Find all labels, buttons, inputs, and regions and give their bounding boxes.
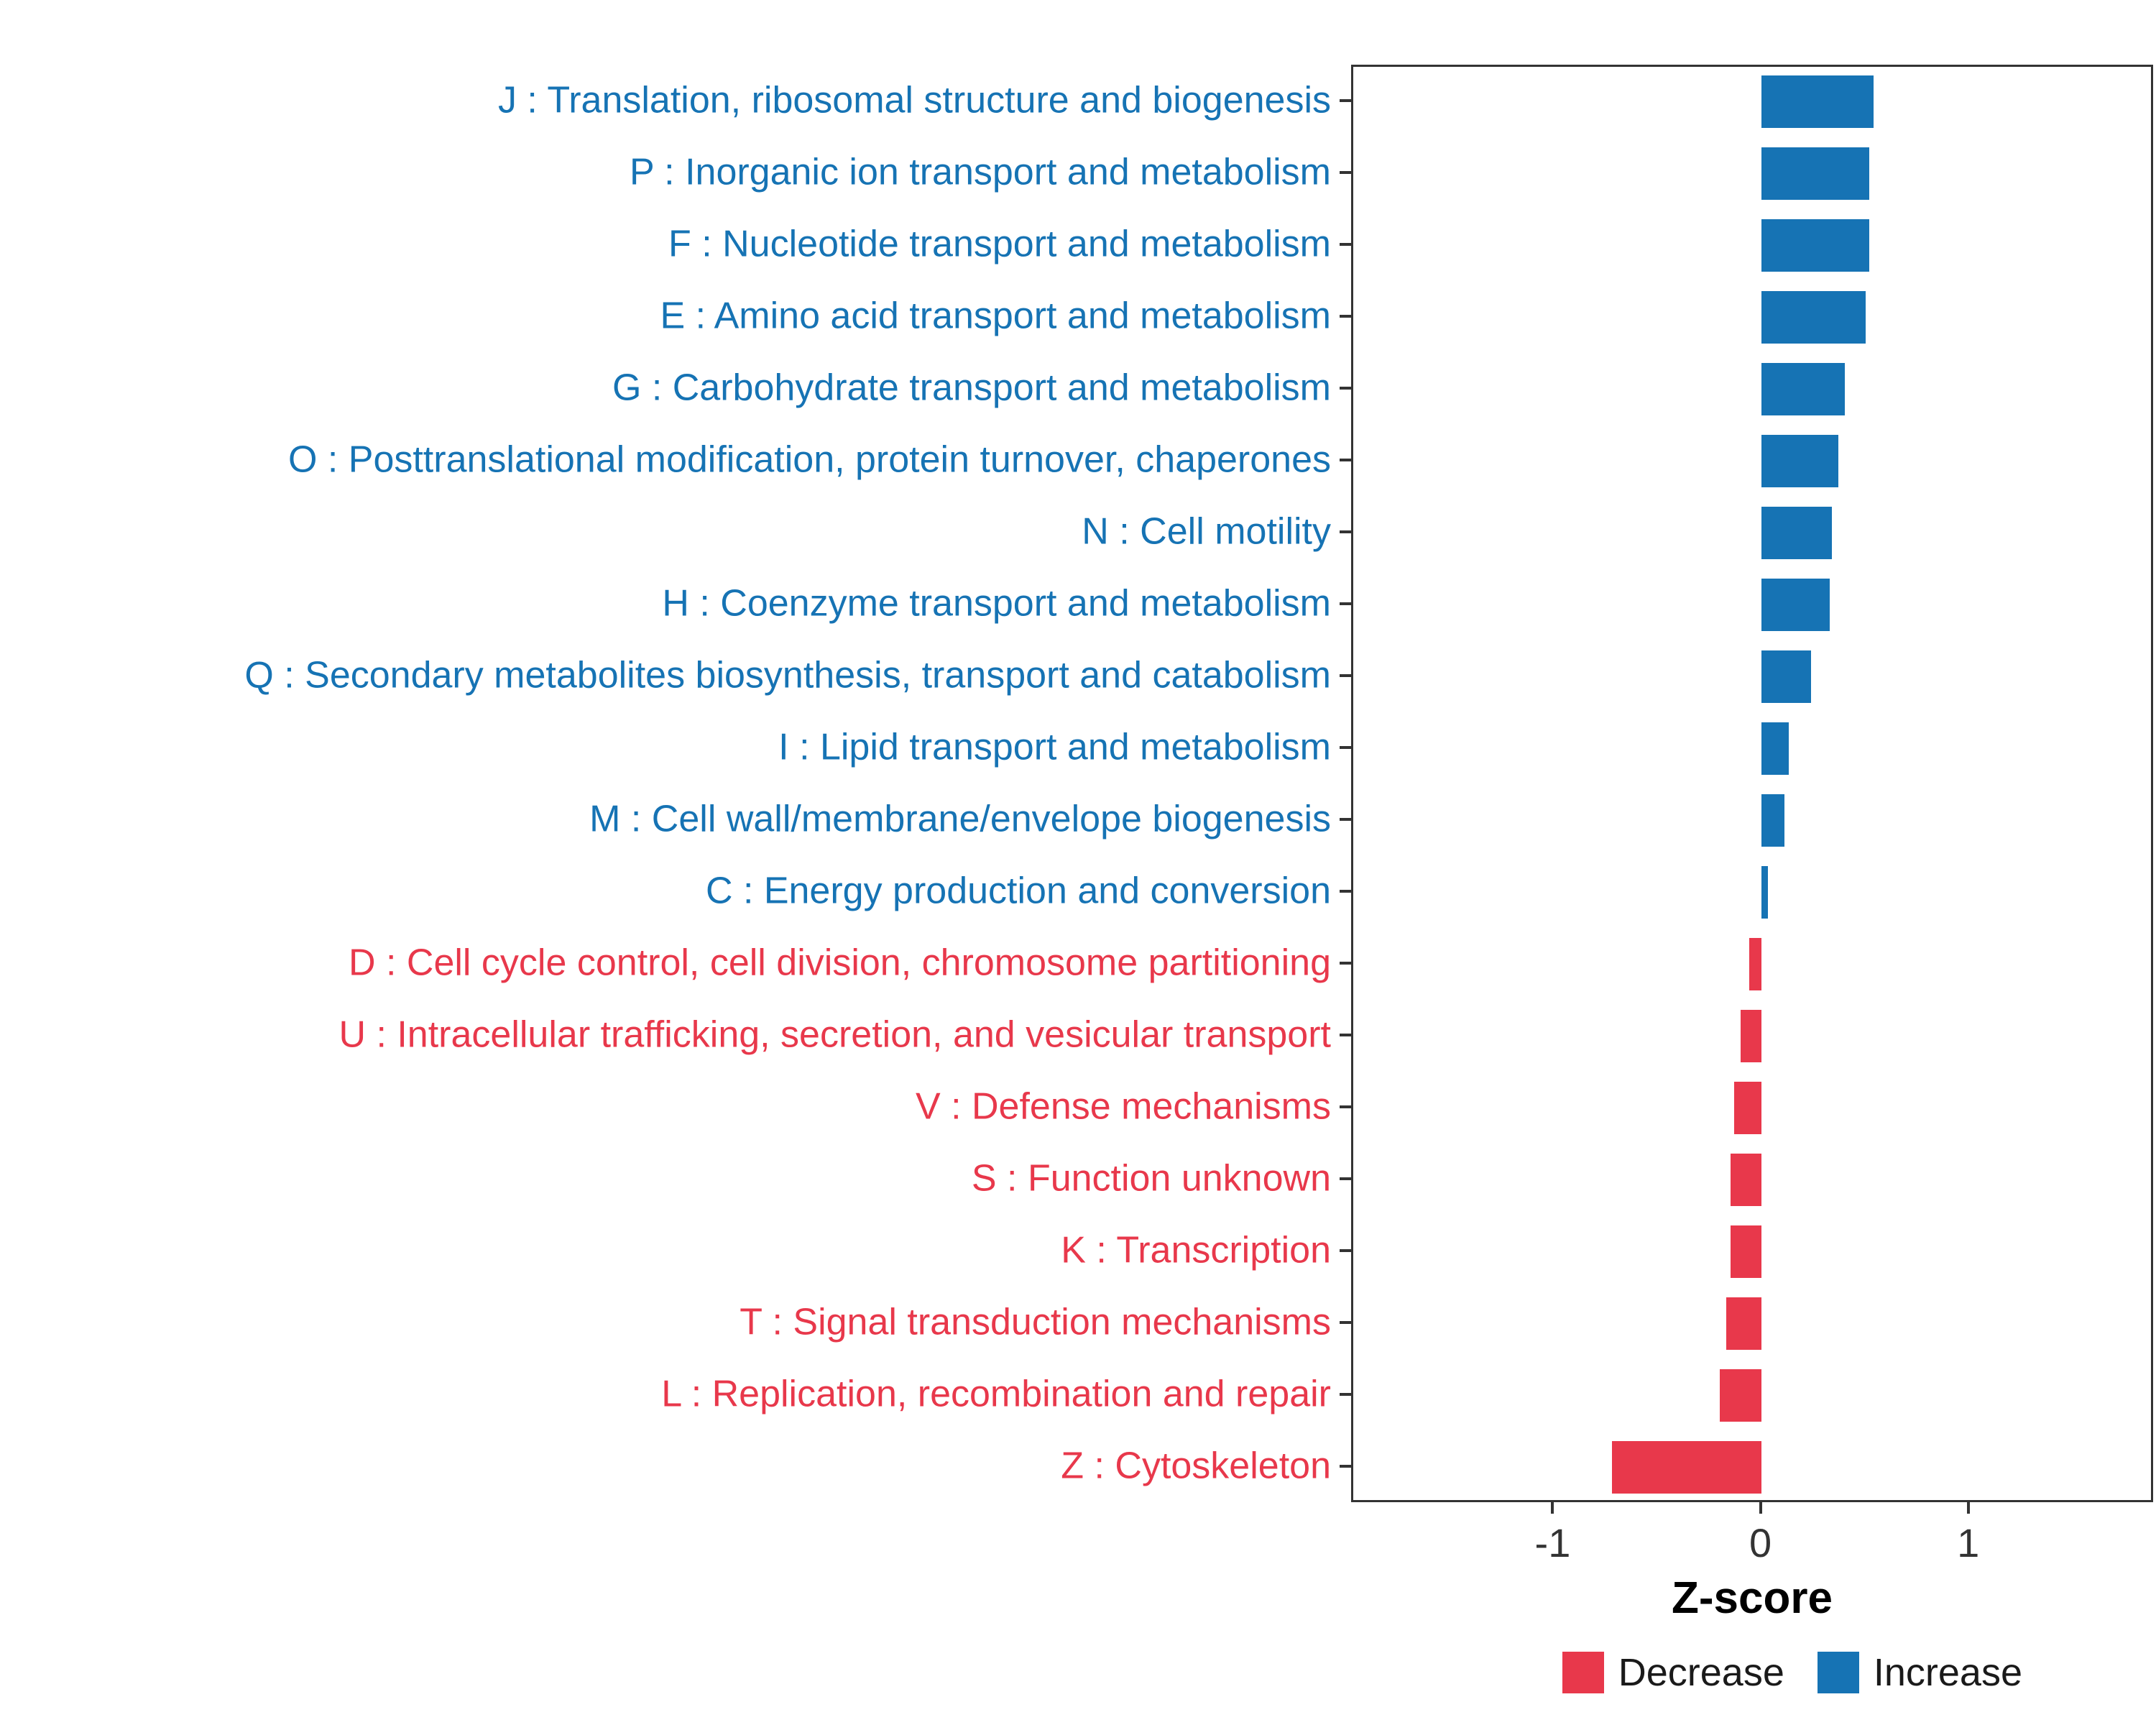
category-label-T: T : Signal transduction mechanisms <box>740 1301 1331 1343</box>
y-axis-tick <box>1340 459 1351 461</box>
legend-item-decrease: Decrease <box>1562 1650 1784 1695</box>
category-label-C: C : Energy production and conversion <box>705 870 1331 912</box>
bar-T <box>1726 1297 1762 1350</box>
bar-J <box>1761 75 1874 128</box>
category-label-N: N : Cell motility <box>1082 510 1331 553</box>
category-label-M: M : Cell wall/membrane/envelope biogenes… <box>589 798 1331 840</box>
y-axis-tick <box>1340 99 1351 102</box>
category-label-V: V : Defense mechanisms <box>915 1085 1331 1128</box>
legend-swatch-decrease <box>1562 1652 1604 1693</box>
bar-F <box>1761 219 1870 272</box>
category-label-Q: Q : Secondary metabolites biosynthesis, … <box>244 654 1331 696</box>
bar-U <box>1741 1010 1762 1062</box>
y-axis-tick <box>1340 387 1351 390</box>
bar-M <box>1761 794 1784 847</box>
y-axis-tick <box>1340 1321 1351 1324</box>
y-axis-tick <box>1340 1393 1351 1396</box>
y-axis-tick <box>1340 1105 1351 1108</box>
x-axis-tick-label: -1 <box>1534 1520 1571 1565</box>
category-label-E: E : Amino acid transport and metabolism <box>660 295 1331 337</box>
legend-item-increase: Increase <box>1817 1650 2022 1695</box>
legend-label-increase: Increase <box>1873 1651 2022 1694</box>
category-label-H: H : Coenzyme transport and metabolism <box>662 582 1331 625</box>
category-label-G: G : Carbohydrate transport and metabolis… <box>612 367 1331 409</box>
legend: Decrease Increase <box>1562 1650 2022 1695</box>
bar-C <box>1761 866 1768 919</box>
category-label-D: D : Cell cycle control, cell division, c… <box>349 942 1331 984</box>
bar-K <box>1730 1225 1762 1278</box>
category-label-K: K : Transcription <box>1061 1229 1331 1271</box>
category-label-P: P : Inorganic ion transport and metaboli… <box>629 151 1331 193</box>
category-label-J: J : Translation, ribosomal structure and… <box>497 79 1331 121</box>
bar-E <box>1761 291 1866 344</box>
y-axis-tick <box>1340 602 1351 605</box>
bar-O <box>1761 435 1839 487</box>
y-axis-tick <box>1340 746 1351 749</box>
y-axis-tick <box>1340 530 1351 533</box>
bar-Q <box>1761 650 1812 703</box>
x-axis-tick <box>1551 1502 1554 1514</box>
x-axis-tick-label: 1 <box>1957 1520 1980 1565</box>
y-axis-tick <box>1340 315 1351 318</box>
y-axis-tick <box>1340 818 1351 821</box>
y-axis-tick <box>1340 890 1351 893</box>
category-label-Z: Z : Cytoskeleton <box>1061 1445 1331 1487</box>
bar-D <box>1749 938 1762 990</box>
bar-H <box>1761 579 1830 631</box>
category-label-S: S : Function unknown <box>971 1157 1331 1200</box>
x-axis-tick <box>1759 1502 1762 1514</box>
y-axis-tick <box>1340 1177 1351 1180</box>
y-axis-tick <box>1340 674 1351 677</box>
category-label-U: U : Intracellular trafficking, secretion… <box>338 1013 1331 1056</box>
category-label-O: O : Posttranslational modification, prot… <box>287 438 1331 481</box>
bar-S <box>1730 1154 1762 1206</box>
bar-G <box>1761 363 1845 415</box>
y-axis-tick <box>1340 1034 1351 1036</box>
bar-V <box>1734 1082 1762 1134</box>
category-label-F: F : Nucleotide transport and metabolism <box>668 223 1331 265</box>
category-label-L: L : Replication, recombination and repai… <box>661 1373 1331 1415</box>
y-axis-tick <box>1340 1249 1351 1252</box>
y-axis-tick <box>1340 171 1351 174</box>
x-axis-title: Z-score <box>1672 1573 1833 1623</box>
legend-label-decrease: Decrease <box>1618 1651 1784 1694</box>
y-axis-tick <box>1340 243 1351 246</box>
bar-L <box>1720 1369 1762 1422</box>
x-axis-tick-label: 0 <box>1749 1520 1772 1565</box>
legend-swatch-increase <box>1817 1652 1859 1693</box>
bar-I <box>1761 722 1789 775</box>
y-axis-tick <box>1340 962 1351 965</box>
y-axis-tick <box>1340 1465 1351 1468</box>
bar-Z <box>1611 1441 1762 1494</box>
bar-N <box>1761 507 1833 559</box>
plot-panel <box>1351 65 2153 1502</box>
x-axis-tick <box>1966 1502 1970 1514</box>
bar-P <box>1761 147 1870 200</box>
category-label-I: I : Lipid transport and metabolism <box>778 726 1331 768</box>
